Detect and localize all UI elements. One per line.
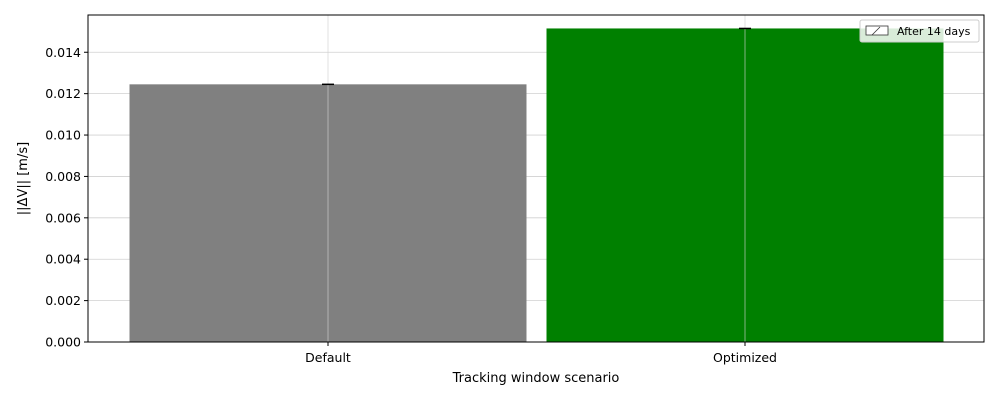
plot-frame [87,14,985,343]
y-tick-label: 0.010 [45,128,81,143]
vertical-grid-lines [327,15,746,342]
x-axis-label: Tracking window scenario [452,371,620,386]
y-tick-label: 0.000 [45,335,81,350]
bars [129,28,944,342]
y-tick-label: 0.004 [45,252,81,267]
legend-box [859,19,980,43]
y-axis-ticks: 0.000 0.002 0.004 0.006 0.008 0.010 0.012 0.014 [45,45,88,350]
legend-entry-label: After 14 days [897,25,971,38]
y-tick-label: 0.006 [45,210,81,225]
x-tick-label-optimized: Optimized [713,350,777,365]
y-tick-label: 0.008 [45,169,81,184]
x-tick-label-default: Default [305,350,351,365]
y-tick-label: 0.014 [45,45,81,60]
x-axis-ticks: Default Optimized [305,342,777,365]
y-tick-label: 0.012 [45,86,81,101]
error-bars [322,27,751,86]
y-axis-label: ||ΔV|| [m/s] [16,142,31,215]
legend-hatch-mark [871,26,881,36]
y-tick-label: 0.002 [45,293,81,308]
legend: After 14 days [859,19,980,43]
